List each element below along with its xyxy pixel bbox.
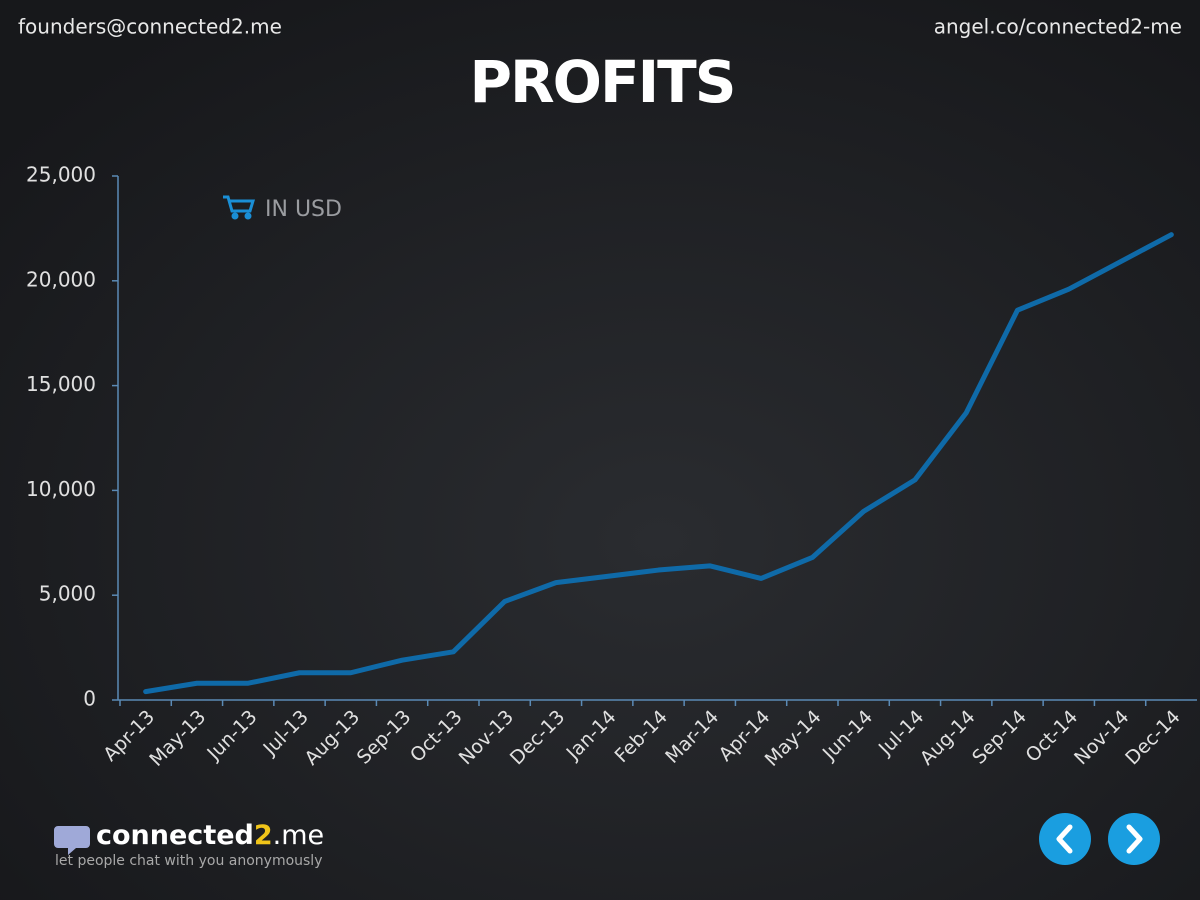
logo-part: .me: [273, 820, 325, 851]
logo: connected2.me let people chat with you a…: [54, 820, 324, 869]
logo-icon: [54, 826, 90, 855]
legend-label: IN USD: [265, 197, 342, 222]
next-arrow[interactable]: [1126, 824, 1143, 854]
next-circle[interactable]: [1108, 813, 1160, 865]
logo-part: connected: [96, 820, 254, 851]
tagline: let people chat with you anonymously: [55, 853, 322, 869]
chart-title: PROFITS: [469, 48, 734, 116]
y-tick-label: 0: [83, 687, 96, 711]
prev-arrow[interactable]: [1056, 824, 1073, 854]
y-tick-label: 15,000: [26, 372, 96, 396]
y-tick-label: 20,000: [26, 267, 96, 291]
line: [143, 232, 1174, 695]
cart-icon: [223, 195, 256, 220]
next-button[interactable]: [1108, 813, 1160, 865]
header-right: angel.co/connected2-me: [934, 15, 1182, 39]
prev-button[interactable]: [1039, 813, 1091, 865]
y-tick-label: 25,000: [26, 163, 96, 187]
logo-part: 2: [254, 820, 273, 851]
logo-text: connected2.me: [96, 820, 324, 851]
prev-circle[interactable]: [1039, 813, 1091, 865]
y-tick-label: 5,000: [39, 582, 96, 606]
header-left: founders@connected2.me: [18, 15, 282, 39]
legend: IN USD: [223, 195, 342, 222]
y-tick-label: 10,000: [26, 477, 96, 501]
